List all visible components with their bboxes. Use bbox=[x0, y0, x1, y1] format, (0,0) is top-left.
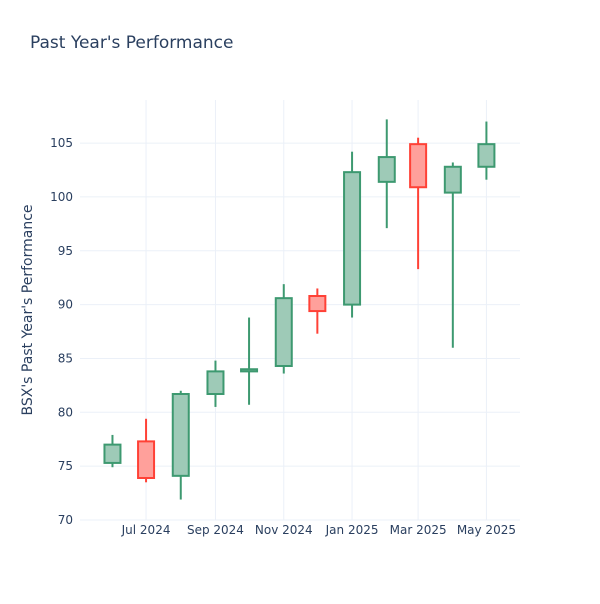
candle-body bbox=[206, 370, 225, 395]
candle-body bbox=[103, 443, 122, 464]
candle-body bbox=[137, 440, 156, 479]
candle-body bbox=[443, 165, 462, 194]
candle bbox=[171, 390, 190, 500]
x-tick-label: Sep 2024 bbox=[187, 523, 244, 537]
candle-body bbox=[343, 171, 362, 306]
candle bbox=[308, 288, 327, 334]
y-tick-label: 70 bbox=[58, 513, 73, 527]
y-axis-title: BSX's Past Year's Performance bbox=[20, 204, 36, 415]
x-tick-label: Nov 2024 bbox=[255, 523, 313, 537]
candle bbox=[409, 137, 428, 270]
candle-body bbox=[308, 295, 327, 313]
y-tick-label: 80 bbox=[58, 405, 73, 419]
candle-body bbox=[274, 297, 293, 367]
candle-body bbox=[477, 143, 496, 168]
candle bbox=[377, 119, 396, 229]
y-tick-label: 75 bbox=[58, 459, 73, 473]
x-tick-label: Jul 2024 bbox=[121, 523, 171, 537]
candle bbox=[240, 317, 259, 405]
candle bbox=[206, 360, 225, 407]
candle-body bbox=[409, 143, 428, 189]
y-tick-label: 85 bbox=[58, 351, 73, 365]
y-tick-label: 100 bbox=[50, 190, 73, 204]
candle bbox=[477, 121, 496, 180]
chart-title: Past Year's Performance bbox=[30, 33, 234, 53]
x-tick-label: Jan 2025 bbox=[325, 523, 379, 537]
candle bbox=[343, 151, 362, 318]
x-tick-label: May 2025 bbox=[457, 523, 516, 537]
candle-body bbox=[240, 368, 259, 373]
y-tick-label: 95 bbox=[58, 244, 73, 258]
candle bbox=[443, 162, 462, 348]
candles-layer bbox=[103, 119, 496, 500]
y-tick-label: 90 bbox=[58, 298, 73, 312]
y-tick-label: 105 bbox=[50, 136, 73, 150]
candle bbox=[274, 284, 293, 374]
axis-layer: 70 75 80 85 90 95 100 105 Jul 2024 Sep 2024 Nov 20… bbox=[50, 136, 516, 537]
candle bbox=[137, 418, 156, 483]
candle-body bbox=[377, 156, 396, 183]
x-tick-label: Mar 2025 bbox=[390, 523, 447, 537]
candle-body bbox=[171, 393, 190, 477]
candle bbox=[103, 434, 122, 468]
